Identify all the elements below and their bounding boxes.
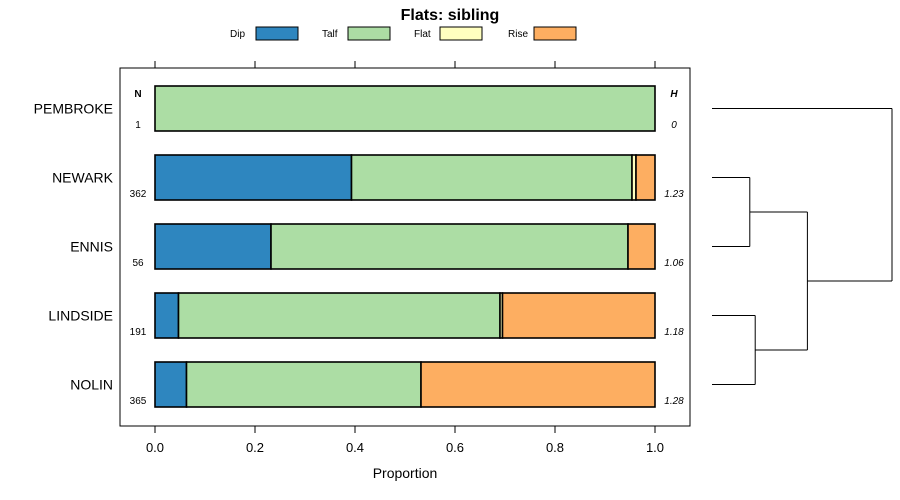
legend: Dip Talf Flat Rise: [230, 26, 577, 41]
legend-label-talf: Talf: [322, 29, 338, 40]
bar-segment-newark-rise: [635, 154, 656, 201]
bar-segment-newark-dip: [154, 154, 353, 201]
chart-title: Flats: sibling: [401, 7, 500, 24]
bar-segment-lindside-talf: [177, 292, 501, 339]
x-tick-label-0: 0.0: [146, 440, 164, 455]
category-label-pembroke: PEMBROKE: [34, 101, 113, 117]
x-tick-label-3: 0.6: [446, 440, 464, 455]
legend-label-flat: Flat: [414, 29, 431, 40]
n-value-newark: 362: [130, 189, 147, 200]
category-label-newark: NEWARK: [52, 170, 114, 186]
category-label-ennis: ENNIS: [70, 239, 113, 255]
x-axis-title: Proportion: [373, 465, 438, 481]
h-column-header: H: [670, 89, 678, 100]
bar-segment-lindside-dip: [154, 292, 180, 339]
n-value-nolin: 365: [130, 396, 147, 407]
h-value-lindside: 1.18: [664, 327, 684, 338]
x-axis: 0.0 0.2 0.4 0.6 0.8 1.0: [146, 61, 664, 455]
legend-label-dip: Dip: [230, 29, 245, 40]
h-value-nolin: 1.28: [664, 396, 684, 407]
legend-swatch-rise: [533, 26, 577, 41]
bar-segment-pembroke-talf: [154, 85, 656, 132]
bar-segment-ennis-talf: [270, 223, 629, 270]
n-column-header: N: [134, 89, 141, 100]
x-tick-label-4: 0.8: [546, 440, 564, 455]
bar-segment-ennis-rise: [627, 223, 656, 270]
legend-label-rise: Rise: [508, 29, 528, 40]
bar-segment-nolin-talf: [185, 361, 422, 408]
bar-segment-ennis-dip: [154, 223, 272, 270]
n-value-pembroke: 1: [135, 120, 141, 131]
x-tick-label-1: 0.2: [246, 440, 264, 455]
legend-swatch-talf: [347, 26, 391, 41]
bar-segment-nolin-rise: [420, 361, 656, 408]
n-value-ennis: 56: [132, 258, 144, 269]
bars-group: PEMBROKE 1 0 NEWARK 362 1.23 ENNIS 56 1.06 LINDSI…: [34, 85, 684, 408]
h-value-pembroke: 0: [671, 120, 677, 131]
h-value-ennis: 1.06: [664, 258, 684, 269]
category-label-lindside: LINDSIDE: [48, 308, 113, 324]
legend-swatch-flat: [439, 26, 483, 41]
bar-segment-newark-talf: [350, 154, 633, 201]
n-value-lindside: 191: [130, 327, 147, 338]
h-value-newark: 1.23: [664, 189, 684, 200]
plot-frame: [119, 67, 691, 427]
x-tick-label-2: 0.4: [346, 440, 364, 455]
legend-swatch-dip: [255, 26, 299, 41]
category-label-nolin: NOLIN: [70, 377, 113, 393]
dendrogram: [712, 108, 893, 385]
bar-segment-nolin-dip: [154, 361, 188, 408]
x-tick-label-5: 1.0: [646, 440, 664, 455]
bar-segment-lindside-rise: [501, 292, 656, 339]
